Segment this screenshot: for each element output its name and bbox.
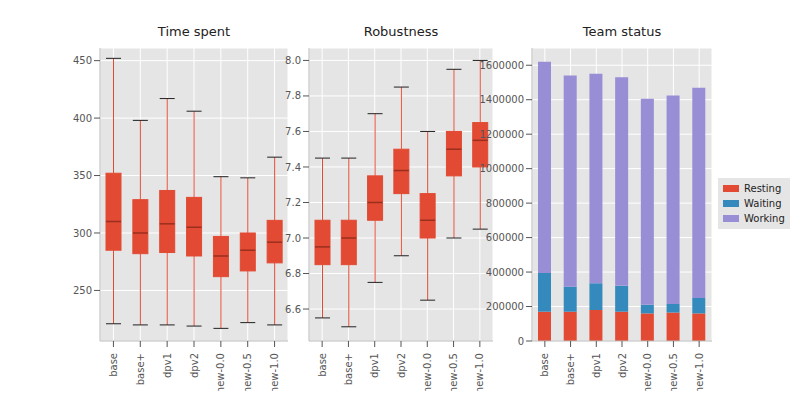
- svg-text:new-1.0: new-1.0: [474, 353, 485, 391]
- svg-text:base+: base+: [565, 353, 576, 385]
- html-text:Robustness: Robustness: [363, 24, 439, 39]
- svg-text:dpv1: dpv1: [369, 353, 380, 378]
- svg-text:350: 350: [73, 170, 92, 181]
- svg-text:800000: 800000: [486, 198, 524, 209]
- svg-text:200000: 200000: [486, 301, 524, 312]
- svg-text:7.0: 7.0: [285, 233, 301, 244]
- svg-text:base: base: [317, 353, 328, 377]
- svg-text:new-0.5: new-0.5: [448, 353, 459, 391]
- html-text:Team status: Team status: [582, 24, 662, 39]
- svg-text:1200000: 1200000: [479, 129, 524, 140]
- svg-text:1400000: 1400000: [479, 94, 524, 105]
- svg-text:base+: base+: [343, 353, 354, 385]
- svg-text:dpv2: dpv2: [189, 353, 200, 378]
- svg-text:7.8: 7.8: [285, 90, 301, 101]
- svg-text:6.8: 6.8: [285, 268, 301, 279]
- svg-text:base+: base+: [135, 353, 146, 385]
- svg-text:base: base: [108, 353, 119, 377]
- svg-text:new-0.0: new-0.0: [642, 353, 653, 391]
- svg-text:new-0.0: new-0.0: [422, 353, 433, 391]
- svg-text:new-1.0: new-1.0: [269, 353, 280, 391]
- svg-text:450: 450: [73, 55, 92, 66]
- svg-text:7.2: 7.2: [285, 197, 301, 208]
- svg-text:0: 0: [518, 336, 524, 347]
- svg-text:7.6: 7.6: [285, 126, 301, 137]
- svg-text:base: base: [539, 353, 550, 377]
- svg-text:dpv1: dpv1: [162, 353, 173, 378]
- svg-text:new-0.5: new-0.5: [242, 353, 253, 391]
- svg-text:dpv1: dpv1: [591, 353, 602, 378]
- svg-text:600000: 600000: [486, 232, 524, 243]
- svg-text:dpv2: dpv2: [617, 353, 628, 378]
- html-text:Working: Working: [744, 213, 785, 224]
- svg-text:8.0: 8.0: [285, 55, 301, 66]
- svg-text:new-0.5: new-0.5: [668, 353, 679, 391]
- svg-text:dpv2: dpv2: [396, 353, 407, 378]
- svg-text:6.6: 6.6: [285, 304, 301, 315]
- svg-text:new-1.0: new-1.0: [694, 353, 705, 391]
- svg-text:400: 400: [73, 113, 92, 124]
- html-text:Resting: Resting: [744, 183, 782, 194]
- svg-text:1000000: 1000000: [479, 163, 524, 174]
- html-text:Time spent: Time spent: [157, 24, 231, 39]
- svg-text:250: 250: [73, 285, 92, 296]
- svg-text:new-0.0: new-0.0: [215, 353, 226, 391]
- svg-text:300: 300: [73, 228, 92, 239]
- svg-text:1600000: 1600000: [479, 60, 524, 71]
- html-text:Waiting: Waiting: [744, 198, 782, 209]
- svg-text:400000: 400000: [486, 267, 524, 278]
- svg-text:7.4: 7.4: [285, 162, 301, 173]
